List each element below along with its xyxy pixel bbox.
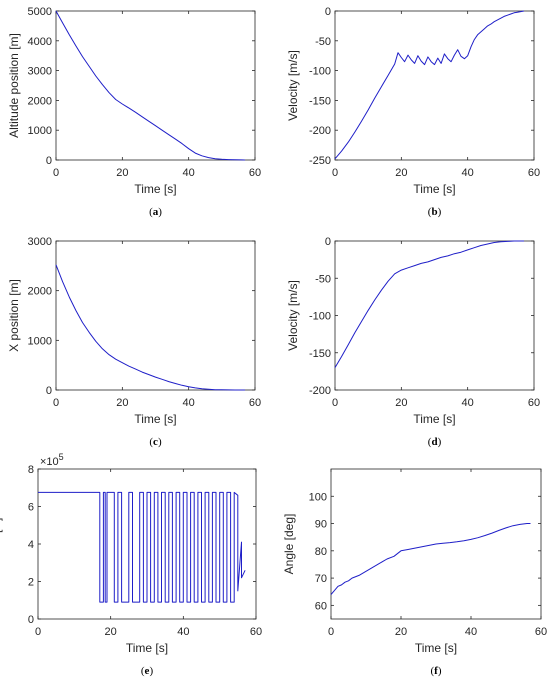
plot-area-frame xyxy=(55,10,256,161)
y-tick-label: 0 xyxy=(46,385,52,397)
subfigure-caption: (f) xyxy=(430,665,441,677)
x-tick-label: 20 xyxy=(116,397,128,409)
series-line xyxy=(55,10,246,161)
y-tick-label: -150 xyxy=(309,95,331,107)
chart-panel-a: 0 20 40 60 0 1000 2000 3000 4000 5000 Time [s] Alti… xyxy=(7,6,261,218)
y-tick-label: 60 xyxy=(315,600,327,612)
y-tick-label: 100 xyxy=(309,491,327,503)
y-tick-label: 5000 xyxy=(28,6,52,18)
plot-area-frame xyxy=(330,468,542,620)
subfigure-caption: (e) xyxy=(141,665,154,677)
x-axis-label: Time [s] xyxy=(134,412,176,426)
y-tick-label: -50 xyxy=(315,273,331,285)
y-tick-label: 3000 xyxy=(28,236,52,248)
chart-panel-f: 0 20 40 60 60 70 80 90 100 Time [s] Angle [deg] (f) xyxy=(282,468,547,677)
x-tick-label: 40 xyxy=(183,167,195,179)
y-tick-label: -200 xyxy=(309,125,331,137)
x-tick-label: 20 xyxy=(395,397,407,409)
x-tick-label: 20 xyxy=(116,167,128,179)
x-axis-label: Time [s] xyxy=(134,182,176,196)
x-tick-label: 40 xyxy=(177,626,189,638)
y-axis-label: Velocity [m/s] xyxy=(286,50,300,121)
x-tick-label: 60 xyxy=(249,167,261,179)
y-tick-label: 90 xyxy=(315,519,327,531)
y-tick-label: 2000 xyxy=(28,286,52,298)
y-tick-label: 8 xyxy=(28,464,34,476)
y-tick-label: 1000 xyxy=(28,335,52,347)
y-tick-label: 4 xyxy=(28,539,34,551)
y-tick-label: 0 xyxy=(28,614,34,626)
series-line xyxy=(330,523,531,595)
x-tick-label: 20 xyxy=(105,626,117,638)
series-line xyxy=(334,240,524,368)
y-exponent-label: ×105 xyxy=(40,452,64,468)
x-tick-label: 0 xyxy=(53,167,59,179)
x-axis-label: Time [s] xyxy=(415,641,457,655)
subfigure-caption: (a) xyxy=(149,206,162,218)
x-tick-label: 40 xyxy=(183,397,195,409)
chart-panel-c: 0 20 40 60 0 1000 2000 3000 Time [s] X position [… xyxy=(7,236,261,448)
chart-panel-e: 0 20 40 60 0 2 4 6 8 ×105 Time [s] Thrust [N] (e) xyxy=(0,452,262,677)
series-line xyxy=(55,264,245,391)
plot-area-frame xyxy=(55,240,256,391)
series-line xyxy=(38,491,246,603)
y-tick-label: 3000 xyxy=(28,66,52,78)
y-tick-label: -100 xyxy=(309,311,331,323)
y-tick-label: 2000 xyxy=(28,95,52,107)
x-tick-label: 60 xyxy=(535,626,547,638)
y-axis-label: Thrust [N] xyxy=(0,518,3,571)
x-tick-label: 60 xyxy=(528,167,540,179)
y-tick-label: 70 xyxy=(315,573,327,585)
y-axis-label: Angle [deg] xyxy=(282,514,296,575)
y-axis-label: X position [m] xyxy=(7,279,21,352)
x-tick-label: 0 xyxy=(53,397,59,409)
x-tick-label: 60 xyxy=(528,397,540,409)
x-tick-label: 0 xyxy=(35,626,41,638)
x-axis-label: Time [s] xyxy=(413,412,455,426)
x-tick-label: 0 xyxy=(332,397,338,409)
chart-panel-b: 0 20 40 60 -250 -200 -150 -100 -50 0 Time [s] Veloc… xyxy=(286,6,540,218)
chart-panel-d: 0 20 40 60 -200 -150 -100 -50 0 Time [s] Velocity … xyxy=(286,236,540,448)
x-axis-label: Time [s] xyxy=(126,641,168,655)
x-tick-label: 0 xyxy=(328,626,334,638)
x-tick-label: 40 xyxy=(465,626,477,638)
x-tick-label: 20 xyxy=(395,167,407,179)
subfigure-caption: (b) xyxy=(428,206,442,218)
x-axis-label: Time [s] xyxy=(413,182,455,196)
x-tick-label: 60 xyxy=(250,626,262,638)
x-tick-label: 40 xyxy=(462,397,474,409)
y-tick-label: 0 xyxy=(46,155,52,167)
y-tick-label: 1000 xyxy=(28,125,52,137)
y-tick-label: 80 xyxy=(315,546,327,558)
x-tick-label: 60 xyxy=(249,397,261,409)
x-tick-label: 40 xyxy=(462,167,474,179)
y-axis-label: Altitude position [m] xyxy=(7,33,21,138)
y-tick-label: -250 xyxy=(309,155,331,167)
y-tick-label: -150 xyxy=(309,348,331,360)
y-tick-label: 2 xyxy=(28,577,34,589)
x-tick-label: 20 xyxy=(395,626,407,638)
y-tick-label: 6 xyxy=(28,502,34,514)
y-tick-label: -200 xyxy=(309,385,331,397)
plot-area-frame xyxy=(334,10,535,161)
y-tick-label: 0 xyxy=(325,6,331,18)
y-tick-label: 0 xyxy=(325,236,331,248)
y-tick-label: -100 xyxy=(309,66,331,78)
y-tick-label: 4000 xyxy=(28,36,52,48)
subfigure-caption: (d) xyxy=(428,436,442,448)
x-tick-label: 0 xyxy=(332,167,338,179)
y-axis-label: Velocity [m/s] xyxy=(286,280,300,351)
subfigure-caption: (c) xyxy=(149,436,162,448)
y-tick-label: -50 xyxy=(315,36,331,48)
series-line xyxy=(334,10,525,160)
